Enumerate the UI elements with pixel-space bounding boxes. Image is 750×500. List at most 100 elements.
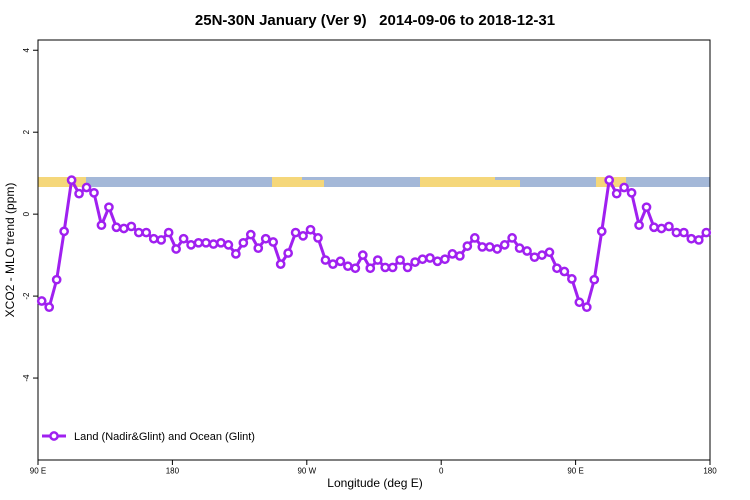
point: [51, 274, 62, 285]
y-tick-label: 4: [22, 47, 31, 52]
point: [469, 233, 480, 243]
point: [567, 274, 577, 284]
chart-title: 25N-30N January (Ver 9) 2014-09-06 to 20…: [195, 12, 555, 29]
point: [44, 302, 55, 313]
y-tick-label: 2: [22, 129, 31, 134]
point: [679, 227, 689, 238]
point: [522, 246, 532, 256]
point: [596, 226, 607, 237]
point: [298, 231, 308, 241]
point: [492, 244, 503, 254]
point: [178, 233, 189, 244]
point: [126, 221, 137, 232]
point: [59, 226, 69, 237]
x-tick-label: 90 E: [30, 467, 46, 476]
point: [529, 252, 540, 263]
x-tick-label: 90 W: [297, 467, 316, 476]
point: [74, 188, 84, 199]
point: [253, 243, 264, 254]
point: [223, 240, 234, 250]
point: [36, 296, 47, 306]
point: [559, 266, 570, 277]
point: [619, 182, 629, 193]
point: [537, 250, 547, 260]
x-axis-label: Longitude (deg E): [327, 476, 422, 490]
point: [455, 251, 465, 261]
point: [260, 233, 271, 244]
point: [245, 229, 256, 240]
point: [343, 261, 353, 272]
point: [664, 221, 674, 232]
point: [283, 248, 293, 258]
point: [275, 259, 286, 269]
point: [671, 227, 682, 238]
point: [171, 244, 181, 254]
point: [701, 227, 712, 238]
y-tick-label: 0: [22, 211, 31, 216]
point: [104, 202, 114, 213]
point: [268, 237, 279, 247]
point: [335, 256, 346, 267]
point: [686, 233, 697, 244]
point: [238, 237, 249, 248]
point: [626, 187, 637, 198]
point: [425, 253, 435, 263]
point: [156, 235, 167, 245]
point: [141, 227, 152, 238]
point: [634, 220, 644, 231]
point: [163, 227, 174, 238]
point: [387, 262, 398, 273]
point: [656, 223, 667, 234]
point: [111, 222, 122, 233]
point: [462, 241, 473, 251]
point: [507, 233, 517, 243]
point: [641, 202, 652, 213]
point: [186, 240, 196, 250]
point: [484, 242, 495, 252]
point: [81, 182, 92, 193]
point: [328, 259, 338, 269]
point: [96, 220, 107, 231]
x-tick-label: 90 E: [567, 467, 583, 476]
point: [290, 227, 301, 238]
point: [447, 249, 458, 259]
point: [440, 254, 450, 265]
point: [514, 243, 525, 254]
point: [395, 255, 405, 265]
x-tick-label: 180: [166, 467, 180, 476]
point: [208, 239, 219, 249]
point: [193, 237, 204, 248]
x-tick-label: 180: [703, 467, 717, 476]
point: [148, 233, 159, 244]
point: [693, 235, 704, 245]
point: [365, 263, 376, 274]
point: [589, 274, 600, 285]
point: [357, 250, 368, 260]
y-tick-label: -2: [22, 292, 31, 300]
point: [432, 256, 443, 267]
point: [402, 262, 413, 273]
point: [201, 237, 211, 248]
legend-marker: [49, 431, 59, 441]
point: [417, 254, 428, 265]
x-tick-label: 0: [439, 467, 444, 476]
point: [119, 223, 129, 234]
y-axis-label: XCO2 - MLO trend (ppm): [3, 183, 17, 318]
point: [313, 233, 323, 243]
series-line: [40, 175, 708, 310]
point: [544, 247, 555, 258]
point: [133, 227, 144, 238]
point: [350, 263, 361, 274]
point: [305, 224, 316, 235]
legend-label: Land (Nadir&Glint) and Ocean (Glint): [74, 431, 255, 443]
point: [604, 175, 615, 185]
point: [89, 187, 99, 198]
point: [216, 237, 226, 248]
plot-frame: [37, 39, 711, 461]
point: [649, 222, 659, 233]
point: [574, 297, 585, 308]
point: [477, 242, 488, 252]
point: [320, 255, 331, 265]
point: [231, 249, 241, 259]
